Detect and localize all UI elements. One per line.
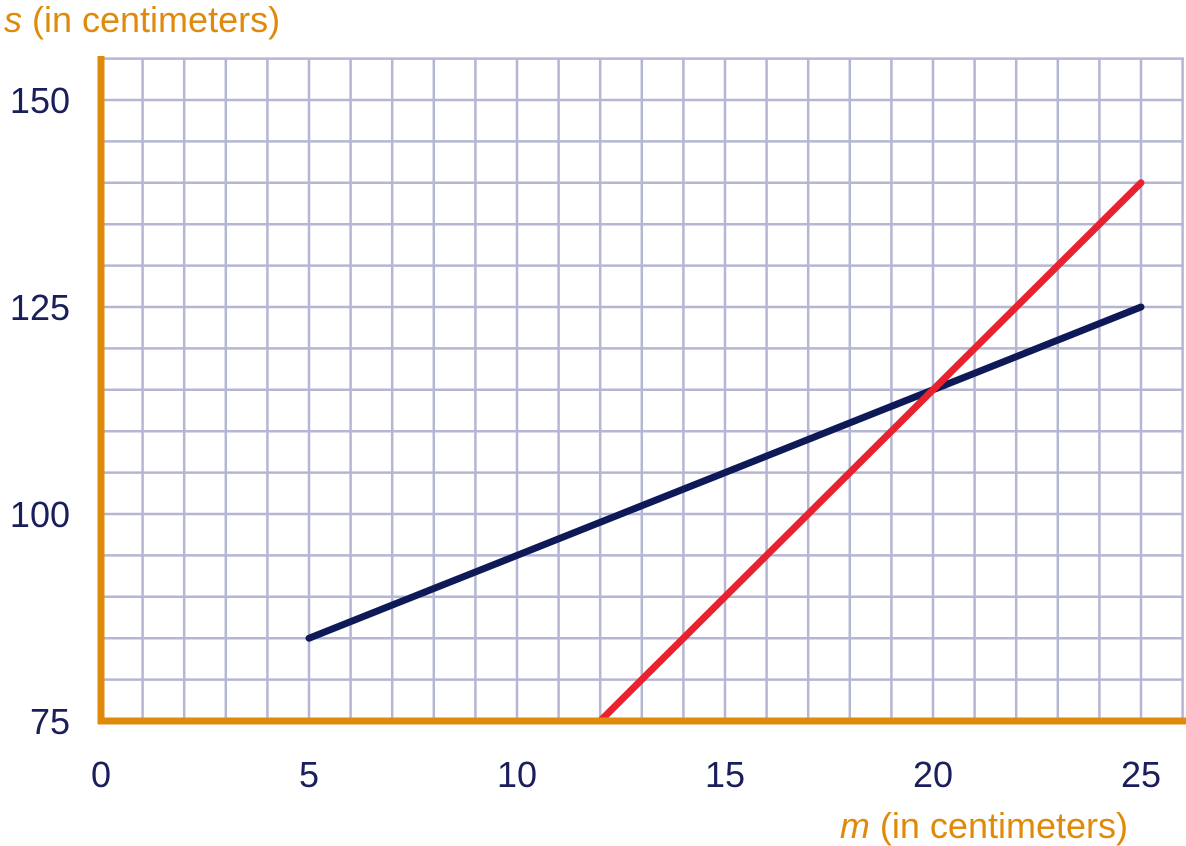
series-layer xyxy=(305,179,1145,725)
y-tick-label: 150 xyxy=(10,80,70,121)
x-tick-label: 10 xyxy=(497,754,537,795)
x-tick-label: 5 xyxy=(299,754,319,795)
x-tick-label: 0 xyxy=(91,754,111,795)
y-tick-label: 125 xyxy=(10,287,70,328)
x-tick-label: 15 xyxy=(705,754,745,795)
series-line-2 xyxy=(596,179,1145,725)
axes xyxy=(97,56,1186,725)
y-axis-title: s (in centimeters) xyxy=(4,0,280,40)
y-tick-label: 100 xyxy=(10,494,70,535)
series-line-1 xyxy=(305,303,1145,642)
x-tick-label: 20 xyxy=(913,754,953,795)
y-tick-labels: 75 100 125 150 xyxy=(10,80,70,742)
x-axis-title: m (in centimeters) xyxy=(840,805,1128,846)
x-tick-label: 25 xyxy=(1121,754,1161,795)
y-tick-label: 75 xyxy=(30,701,70,742)
x-tick-labels: 0 5 10 15 20 25 xyxy=(91,754,1161,795)
grid xyxy=(99,57,1184,723)
